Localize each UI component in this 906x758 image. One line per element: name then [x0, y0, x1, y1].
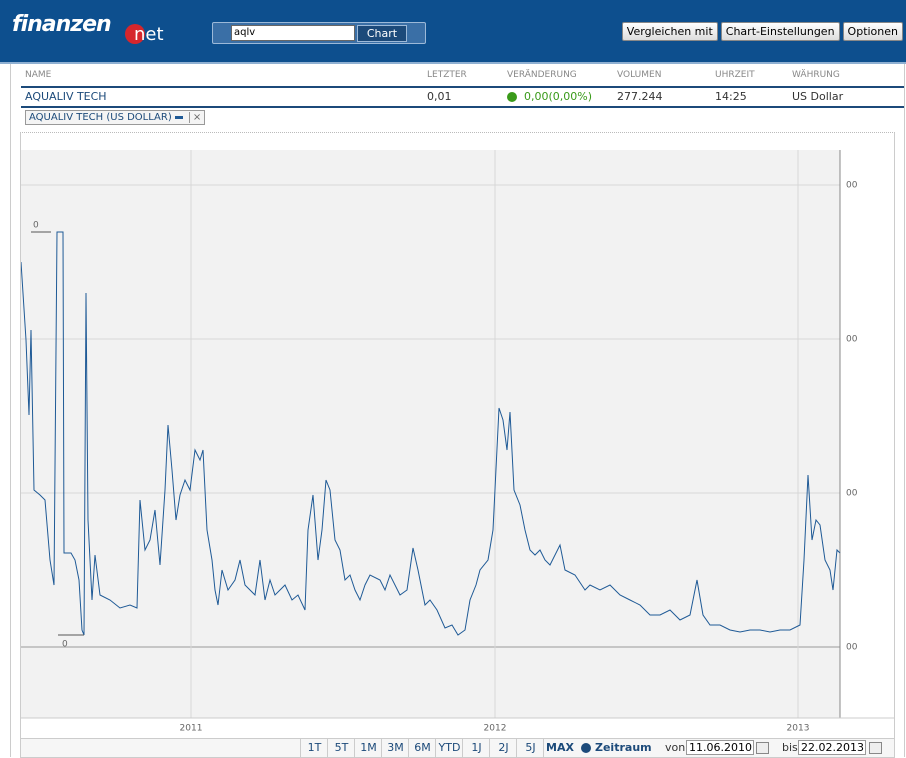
header-buttons: Vergleichen mit Chart-Einstellungen Option… [621, 22, 903, 41]
plot-background [21, 150, 840, 718]
from-label: von [665, 741, 686, 754]
column-header: VERÄNDERUNG [507, 70, 577, 80]
table-row: AQUALIV TECH 0,01 0,00(0,00%) 277.244 14:25 U… [21, 86, 904, 108]
up-icon [507, 92, 517, 102]
period-label: Zeitraum [595, 741, 652, 754]
y-tick-label: 00 [846, 643, 858, 653]
y-tick-label: 00 [846, 335, 858, 345]
header-button[interactable]: Chart-Einstellungen [720, 22, 840, 41]
range-button[interactable]: 5J [516, 739, 544, 757]
min-label: 0 [62, 640, 68, 650]
range-button[interactable]: 1J [462, 739, 490, 757]
range-button[interactable]: 1M [354, 739, 382, 757]
cell: 0,01 [427, 90, 452, 103]
from-date[interactable]: 11.06.2010 [686, 740, 754, 755]
logo-dot [125, 24, 145, 44]
y-tick-label: 00 [846, 181, 858, 191]
cell: 14:25 [715, 90, 747, 103]
x-tick-label: 2011 [180, 724, 203, 734]
range-button[interactable]: MAX [543, 739, 576, 757]
calendar-icon[interactable] [756, 742, 769, 754]
series-swatch [174, 115, 183, 119]
range-button[interactable]: 6M [408, 739, 436, 757]
cell: US Dollar [792, 90, 844, 103]
cell[interactable]: AQUALIV TECH [25, 90, 107, 103]
to-label: bis [782, 741, 798, 754]
period-icon [581, 743, 591, 753]
header-button[interactable]: Vergleichen mit [621, 22, 718, 41]
chart-box: 00 00 00 00 2011 2012 2013 0 0 [20, 132, 895, 740]
remove-icon[interactable]: × [188, 112, 201, 123]
price-line [21, 231, 841, 636]
range-button[interactable]: 2J [489, 739, 517, 757]
x-tick-label: 2012 [484, 724, 507, 734]
column-header: VOLUMEN [617, 70, 662, 80]
max-label: 0 [33, 221, 39, 231]
logo-suffix: net [134, 24, 164, 45]
header: finanzen net aqlv Chart Vergleichen mit C… [0, 0, 906, 64]
panel: NAME LETZTER VERÄNDERUNG VOLUMEN UHRZEIT WÄHR… [10, 64, 905, 757]
calendar-icon[interactable] [869, 742, 882, 754]
range-button[interactable]: YTD [435, 739, 463, 757]
x-tick-label: 2013 [787, 724, 810, 734]
range-button[interactable]: 1T [300, 739, 328, 757]
column-header: NAME [25, 70, 52, 80]
range-button[interactable]: 3M [381, 739, 409, 757]
y-tick-label: 00 [846, 489, 858, 499]
search-box: aqlv Chart [212, 22, 426, 44]
header-button[interactable]: Optionen [842, 22, 903, 41]
logo-main: finanzen [12, 12, 112, 37]
series-name: AQUALIV TECH (US DOLLAR) [29, 112, 172, 123]
column-header: UHRZEIT [715, 70, 755, 80]
series-tag[interactable]: AQUALIV TECH (US DOLLAR) × [25, 110, 206, 125]
table-header: NAME LETZTER VERÄNDERUNG VOLUMEN UHRZEIT WÄHR… [21, 70, 904, 86]
to-date[interactable]: 22.02.2013 [798, 740, 866, 755]
logo[interactable]: finanzen net [12, 12, 164, 45]
column-header: LETZTER [427, 70, 467, 80]
cell: 277.244 [617, 90, 663, 103]
column-header: WÄHRUNG [792, 70, 840, 80]
toolbar: 1T 5T 1M 3M 6M YTD 1J 2J 5J MAX Zeitraum von 11.06.2… [20, 738, 895, 758]
range-button[interactable]: 5T [327, 739, 355, 757]
cell: 0,00(0,00%) [524, 90, 593, 103]
search-button[interactable]: Chart [357, 25, 407, 42]
search-input[interactable]: aqlv [231, 25, 355, 41]
